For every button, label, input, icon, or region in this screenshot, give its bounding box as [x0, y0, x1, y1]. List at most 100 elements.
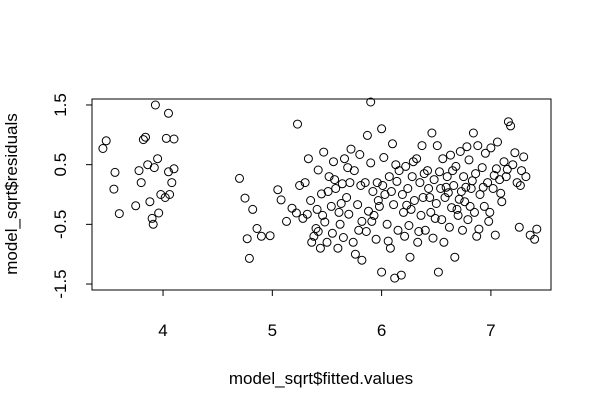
data-point: [324, 172, 334, 182]
data-point: [506, 121, 516, 131]
data-point: [388, 139, 397, 149]
data-point: [433, 267, 443, 277]
data-point: [335, 219, 345, 229]
data-point: [408, 157, 418, 167]
data-point: [424, 184, 434, 193]
data-point: [98, 144, 108, 153]
data-point: [499, 157, 509, 167]
data-point: [415, 178, 425, 188]
data-point: [337, 179, 347, 189]
data-point: [477, 163, 487, 173]
data-point: [242, 234, 252, 244]
data-point: [318, 210, 328, 220]
x-axis: 4 5 6 7: [158, 290, 496, 340]
data-point: [319, 147, 329, 157]
data-point: [416, 210, 426, 220]
data-point: [460, 197, 470, 207]
data-point: [342, 193, 352, 202]
data-point: [312, 204, 322, 214]
data-point: [109, 184, 119, 194]
data-point: [403, 184, 413, 193]
data-point: [357, 216, 367, 226]
data-point: [443, 188, 453, 198]
data-point: [265, 231, 275, 241]
data-point: [404, 221, 414, 230]
data-point: [429, 175, 439, 185]
data-point: [355, 150, 365, 159]
data-point: [490, 230, 500, 240]
data-point: [406, 204, 416, 214]
data-point: [497, 197, 507, 207]
data-point: [101, 136, 111, 146]
data-point: [382, 219, 392, 229]
x-tick-label: 7: [486, 321, 495, 340]
data-point: [432, 141, 442, 151]
data-point: [439, 237, 449, 247]
data-point: [442, 172, 452, 182]
data-point: [167, 178, 177, 188]
data-point: [419, 169, 429, 179]
y-axis-label: model_sqrt$residuals: [2, 113, 21, 275]
data-point: [397, 190, 407, 199]
data-point: [293, 119, 302, 129]
data-point: [420, 225, 430, 235]
data-point: [521, 172, 531, 182]
data-point: [391, 160, 401, 170]
data-point: [448, 166, 458, 176]
x-tick-label: 5: [268, 321, 277, 340]
data-point: [145, 197, 155, 207]
data-point: [401, 161, 411, 171]
data-point: [414, 227, 424, 236]
data-point: [165, 190, 175, 199]
data-point: [515, 181, 525, 190]
data-point: [276, 195, 286, 205]
data-point: [302, 209, 312, 219]
data-point: [252, 224, 262, 233]
x-tick-label: 4: [158, 321, 167, 340]
data-point: [161, 133, 171, 143]
data-point: [300, 178, 310, 188]
data-point: [149, 163, 159, 173]
data-point: [454, 194, 464, 204]
data-point: [426, 207, 436, 217]
data-point: [361, 227, 371, 236]
data-point: [317, 189, 326, 199]
data-point: [313, 227, 323, 236]
data-point: [320, 217, 330, 227]
data-point: [467, 176, 477, 186]
data-point: [373, 196, 383, 205]
data-point: [369, 210, 379, 220]
data-point: [496, 188, 506, 198]
data-point: [491, 164, 501, 174]
data-point: [455, 147, 465, 156]
data-point: [353, 200, 363, 210]
data-point: [519, 152, 529, 162]
data-point: [383, 236, 393, 246]
data-point: [169, 164, 179, 174]
data-point: [244, 253, 254, 263]
data-point: [282, 216, 291, 226]
data-point: [366, 97, 376, 107]
data-point: [160, 193, 170, 202]
data-point: [450, 252, 460, 262]
data-point: [346, 144, 356, 154]
data-point: [256, 231, 266, 241]
data-point: [148, 219, 158, 229]
data-point: [452, 204, 462, 214]
data-point: [377, 267, 387, 277]
data-point: [468, 128, 478, 138]
data-point: [348, 237, 358, 247]
y-tick-label: -1.5: [51, 269, 70, 298]
data-point: [466, 184, 476, 193]
data-point: [412, 154, 422, 164]
data-point: [110, 167, 120, 177]
data-point: [478, 182, 488, 192]
data-point: [169, 134, 179, 144]
data-points: [98, 97, 542, 283]
data-point: [437, 215, 447, 225]
data-point: [474, 224, 484, 234]
data-point: [313, 165, 323, 175]
data-point: [364, 206, 373, 216]
data-point: [480, 148, 490, 158]
